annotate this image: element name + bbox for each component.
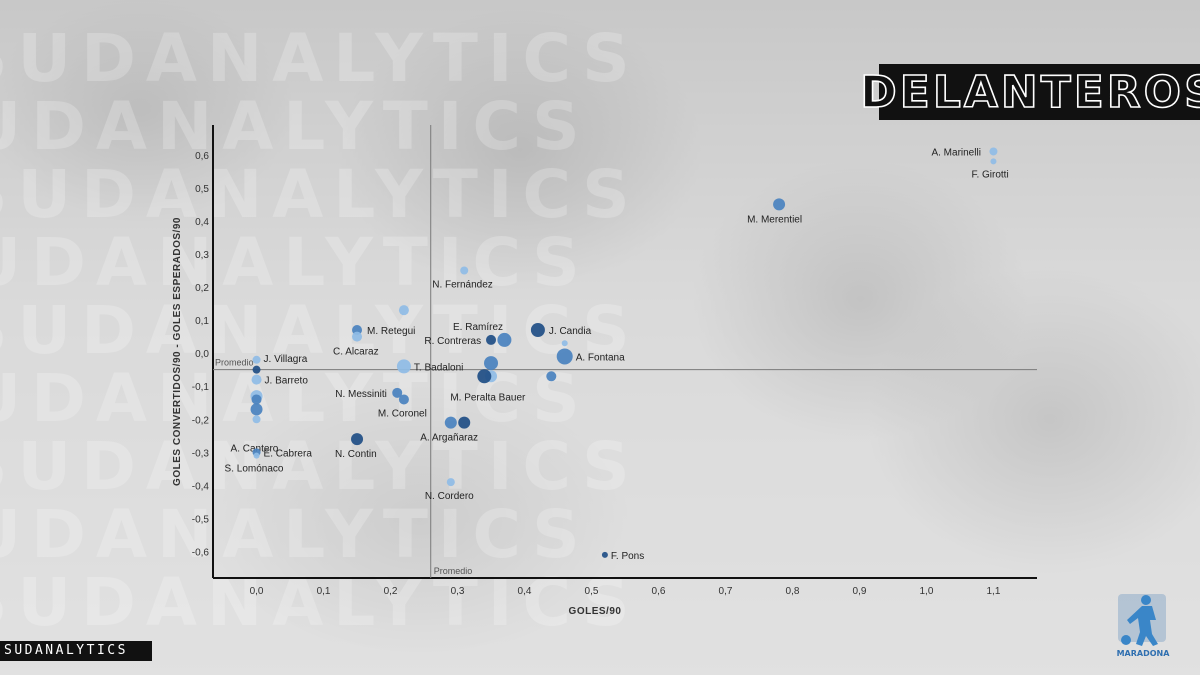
data-label: A. Marinelli bbox=[931, 147, 980, 158]
data-point bbox=[990, 158, 997, 165]
y-tick-label: 0,6 bbox=[195, 151, 209, 162]
data-point bbox=[252, 355, 261, 364]
data-label: J. Candia bbox=[549, 326, 592, 337]
y-axis-label: GOLES CONVERTIDOS/90 - GOLES ESPERADOS/9… bbox=[172, 217, 183, 486]
watermark-line: SUDANALYTICS bbox=[0, 224, 590, 301]
data-point bbox=[601, 551, 608, 558]
data-label: E. Ramírez bbox=[453, 322, 503, 333]
data-point bbox=[446, 478, 455, 487]
x-axis-label: GOLES/90 bbox=[569, 606, 622, 617]
data-label: C. Alcaraz bbox=[333, 347, 379, 358]
title-banner: DELANTEROS bbox=[859, 64, 1200, 120]
x-tick-label: 0,7 bbox=[719, 586, 733, 597]
data-label: S. Lomónaco bbox=[225, 464, 284, 475]
data-label: J. Villagra bbox=[264, 354, 308, 365]
data-label: E. Cabrera bbox=[264, 448, 313, 459]
y-tick-label: 0,5 bbox=[195, 184, 209, 195]
data-point bbox=[444, 416, 457, 429]
y-tick-label: -0,3 bbox=[192, 448, 210, 459]
data-point bbox=[486, 334, 497, 345]
y-tick-label: 0,0 bbox=[195, 349, 209, 360]
data-label: A. Cantero bbox=[231, 443, 279, 454]
y-tick-label: -0,6 bbox=[192, 548, 210, 559]
data-point bbox=[556, 348, 573, 365]
data-point bbox=[460, 266, 469, 275]
maradona-logo-icon bbox=[1118, 594, 1166, 646]
avg-x-label: Promedio bbox=[434, 566, 473, 576]
data-point bbox=[352, 331, 363, 342]
data-point bbox=[250, 403, 263, 416]
data-point bbox=[477, 369, 492, 384]
watermark-line: SUDANALYTICS bbox=[0, 496, 590, 573]
y-tick-label: -0,4 bbox=[192, 481, 210, 492]
watermark-line: SUDANALYTICS bbox=[0, 564, 640, 641]
data-label: N. Messiniti bbox=[335, 389, 387, 400]
x-tick-label: 1,1 bbox=[987, 586, 1001, 597]
data-label: F. Pons bbox=[611, 551, 644, 562]
data-label: N. Fernández bbox=[432, 279, 493, 290]
data-label: N. Contin bbox=[335, 449, 377, 460]
data-label: R. Contreras bbox=[424, 336, 481, 347]
y-tick-label: -0,5 bbox=[192, 514, 210, 525]
y-tick-label: 0,1 bbox=[195, 316, 209, 327]
data-point bbox=[351, 433, 364, 446]
x-tick-label: 0,4 bbox=[518, 586, 532, 597]
data-point bbox=[530, 323, 545, 338]
chart-title: DELANTEROS bbox=[859, 66, 1200, 119]
avg-y-label: Promedio bbox=[215, 358, 254, 368]
data-point bbox=[251, 374, 262, 385]
data-label: A. Argañaraz bbox=[420, 433, 478, 444]
watermark-line: SUDANALYTICS bbox=[0, 20, 640, 97]
x-tick-label: 0,6 bbox=[652, 586, 666, 597]
data-point bbox=[253, 452, 260, 459]
data-label: M. Coronel bbox=[378, 408, 427, 419]
y-tick-label: 0,3 bbox=[195, 250, 209, 261]
watermark-line: SUDANALYTICS bbox=[0, 292, 640, 369]
x-tick-label: 1,0 bbox=[920, 586, 934, 597]
data-point bbox=[396, 359, 411, 374]
logo-text: MARADONA bbox=[1116, 649, 1170, 658]
y-tick-label: -0,2 bbox=[192, 415, 210, 426]
y-tick-label: 0,2 bbox=[195, 283, 209, 294]
data-point bbox=[398, 305, 409, 316]
data-label: A. Fontana bbox=[576, 352, 625, 363]
data-label: M. Retegui bbox=[367, 326, 415, 337]
brand-label: SUDANALYTICS bbox=[0, 641, 152, 661]
y-tick-label: 0,4 bbox=[195, 217, 209, 228]
x-tick-label: 0,9 bbox=[853, 586, 867, 597]
x-tick-label: 0,0 bbox=[250, 586, 264, 597]
x-tick-label: 0,8 bbox=[786, 586, 800, 597]
data-point bbox=[497, 332, 512, 347]
data-label: M. Merentiel bbox=[747, 214, 802, 225]
data-point bbox=[561, 340, 568, 347]
data-label: M. Peralta Bauer bbox=[450, 392, 526, 403]
data-point bbox=[458, 416, 471, 429]
data-point bbox=[392, 387, 403, 398]
y-tick-label: -0,1 bbox=[192, 382, 210, 393]
watermark-line: SUDANALYTICS bbox=[0, 428, 640, 505]
watermark-line: SUDANALYTICS bbox=[0, 88, 590, 165]
data-label: J. Barreto bbox=[265, 376, 309, 387]
data-point bbox=[773, 198, 786, 211]
data-label: N. Cordero bbox=[425, 491, 474, 502]
x-tick-label: 0,1 bbox=[317, 586, 331, 597]
watermark-line: SUDANALYTICS bbox=[0, 156, 640, 233]
x-tick-label: 0,3 bbox=[451, 586, 465, 597]
data-point bbox=[252, 415, 261, 424]
data-label: T. Badaloni bbox=[414, 362, 463, 373]
x-tick-label: 0,2 bbox=[384, 586, 398, 597]
data-point bbox=[398, 394, 409, 405]
x-tick-label: 0,5 bbox=[585, 586, 599, 597]
data-point bbox=[252, 365, 261, 374]
data-point bbox=[251, 394, 262, 405]
data-point bbox=[989, 147, 998, 156]
data-point bbox=[484, 356, 499, 371]
data-point bbox=[546, 371, 557, 382]
data-label: F. Girotti bbox=[971, 169, 1008, 180]
